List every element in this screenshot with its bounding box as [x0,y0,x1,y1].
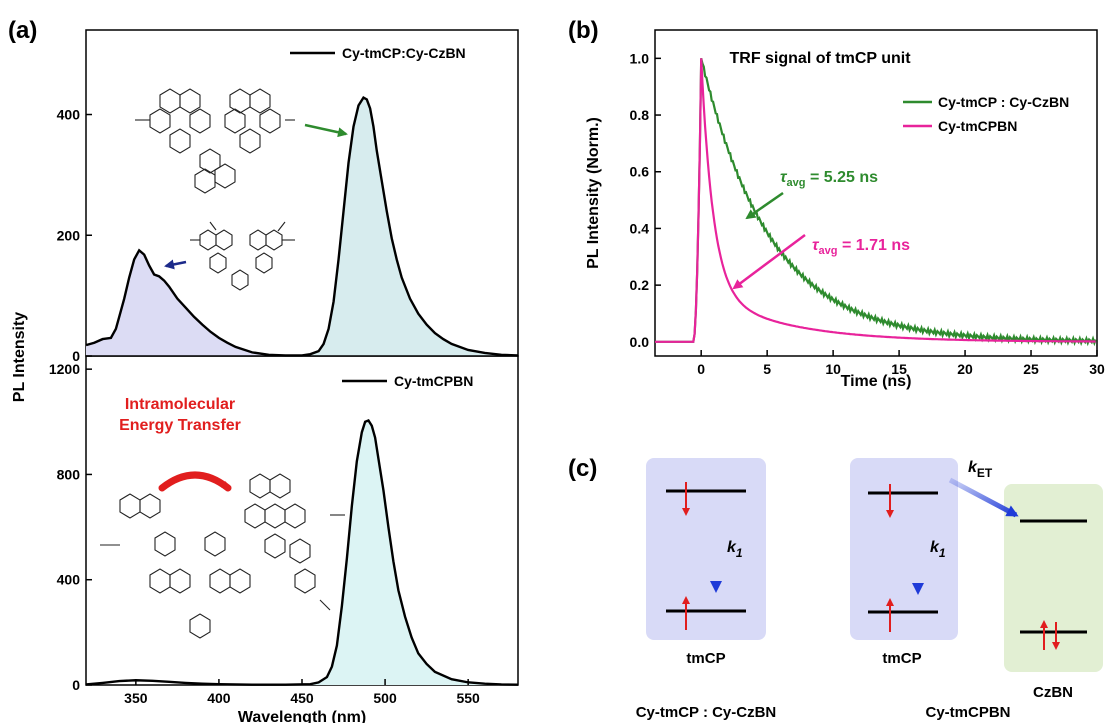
label-tmcp-right: tmCP [882,650,921,667]
arrow-navy [164,259,187,270]
molecule-structure-icon [100,473,345,639]
panel-label-c: (c) [568,455,597,482]
fill-layer [310,420,518,685]
panel-label-a: (a) [8,17,37,44]
legend-label-a-bottom: Cy-tmCPBN [394,373,473,389]
arrow-pink-b [732,233,806,290]
tmcp-box-right [850,458,958,640]
x-tick-label: 550 [456,690,480,706]
label-czbn: CzBN [1033,684,1073,701]
chart-a-top: 0 200 400 Cy-tmCP:Cy-CzBN [57,29,519,364]
series-layer [85,96,519,357]
caption-right: Cy-tmCPBN [925,704,1010,721]
molecule-structure-icon [135,88,295,194]
y-tick-label: 0.0 [630,334,650,350]
fill-acceptor-band [310,97,518,357]
rate-ket: kET [968,459,993,480]
y-tick-label: 0 [72,348,80,364]
legend-label-pink: Cy-tmCPBN [938,118,1017,134]
energy-transfer-arrow-icon [158,471,232,492]
series-line [85,96,519,357]
x-tick-label: 5 [763,361,771,377]
x-tick-label: 400 [207,690,231,706]
panel-label-b: (b) [568,17,599,44]
y-tick-label: 0 [72,677,80,693]
x-axis-title-a: Wavelength (nm) [238,709,366,723]
energy-diagram: k1 tmCP Cy-tmCP : Cy-CzBN k1 tmCP CzBN k… [636,458,1103,721]
y-tick-label: 0.4 [630,220,650,236]
x-tick-label: 20 [957,361,973,377]
y-tick-label: 1.0 [630,50,650,66]
y-tick-label: 400 [57,572,81,588]
legend-label-green: Cy-tmCP : Cy-CzBN [938,94,1069,110]
molecule-structure-icon [190,221,295,291]
y-ticks-a-top: 0 200 400 [57,107,92,364]
y-tick-label: 0.8 [630,107,650,123]
caption-left: Cy-tmCP : Cy-CzBN [636,704,777,721]
arrow-green-b [745,191,784,220]
x-tick-label: 30 [1089,361,1105,377]
annotation-intramolecular: Intramolecular [125,396,235,413]
tau-annotation-green: τavg = 5.25 ns [780,169,878,189]
x-tick-label: 15 [891,361,907,377]
chart-a-bottom: 0 400 800 1200 350 400 450 500 550 Cy-tmCPBN Int… [11,312,519,723]
tmcp-box-left [646,458,766,640]
y-tick-label: 800 [57,466,81,482]
y-tick-label: 1200 [49,361,80,377]
chart-title-b: TRF signal of tmCP unit [729,50,911,67]
x-tick-label: 450 [290,690,314,706]
fill-layer [86,97,518,357]
energy-transfer-arrow [948,477,1019,518]
fill-donor-band [86,250,302,356]
plot-frame-b [654,29,1098,357]
fill-emission-band [310,420,518,685]
label-tmcp-left: tmCP [686,650,725,667]
x-tick-label: 350 [124,690,148,706]
y-tick-label: 200 [57,227,81,243]
axis-ticks-b: 0 5 10 15 20 25 30 0.0 0.2 0.4 0.6 0.8 1.0 [630,50,1105,377]
y-tick-label: 0.2 [630,277,650,293]
series-layer [85,419,519,686]
x-tick-label: 25 [1023,361,1039,377]
x-tick-label: 10 [825,361,841,377]
rate-k1-left: k1 [727,539,743,560]
y-tick-label: 400 [57,107,81,123]
series-layer [655,58,1097,347]
tau-annotation-pink: τavg = 1.71 ns [812,237,910,257]
legend-label-a-top: Cy-tmCP:Cy-CzBN [342,45,466,61]
x-tick-label: 500 [373,690,397,706]
y-axis-title-b: PL Intensity (Norm.) [585,117,602,269]
chart-b: 0 5 10 15 20 25 30 0.0 0.2 0.4 0.6 0.8 1.0 TRF signa… [585,29,1105,390]
rate-k1-right: k1 [930,539,946,560]
series-line [85,419,519,686]
axis-ticks-a-bottom: 0 400 800 1200 350 400 450 500 550 [49,361,480,706]
annotation-energy-transfer: Energy Transfer [119,417,241,434]
arrow-green [304,123,348,138]
y-tick-label: 0.6 [630,164,650,180]
x-tick-label: 0 [697,361,705,377]
x-axis-title-b: Time (ns) [841,373,912,390]
decay-line-pink [655,58,1096,343]
y-axis-title-a: PL Intensity [11,312,28,402]
czbn-box [1004,484,1103,672]
